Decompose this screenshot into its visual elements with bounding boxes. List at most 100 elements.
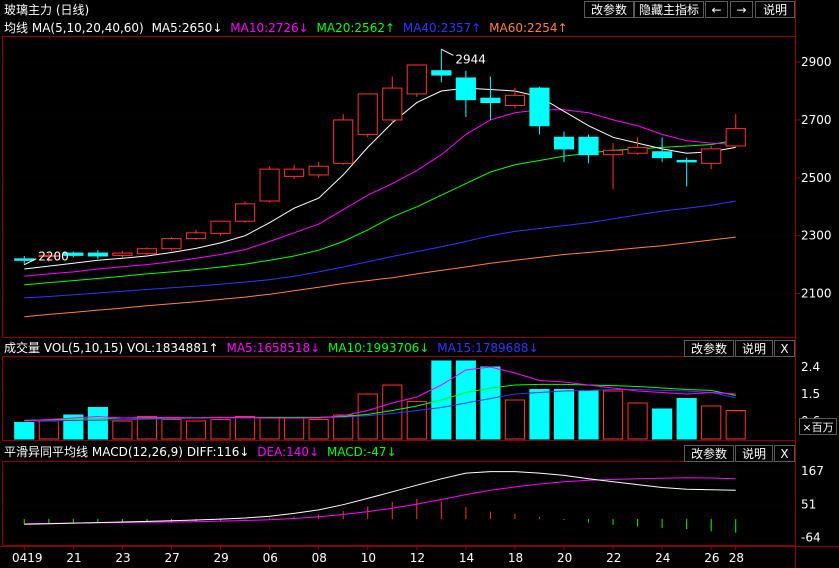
candle-body <box>87 252 108 257</box>
candle-body <box>308 165 329 176</box>
diff-line <box>24 471 736 525</box>
page-title: 玻璃主力 (日线) <box>4 3 90 17</box>
candle-body <box>578 136 599 156</box>
vol-ma15-value: MA15:1789688↓ <box>437 341 539 355</box>
help-button[interactable]: 说明 <box>755 1 795 18</box>
candle-body <box>161 238 182 250</box>
hide-indicator-button[interactable]: 隐藏主指标 <box>634 1 704 18</box>
volume-bar <box>529 389 550 440</box>
candle-body <box>480 97 501 104</box>
x-tick-label: 14 <box>459 551 474 565</box>
volume-y-tick-label: 1.5 <box>801 387 820 401</box>
x-tick-label: 12 <box>410 551 425 565</box>
ma-legend: 均线 MA(5,10,20,40,60) MA5:2650↓ MA10:2726… <box>4 20 568 36</box>
left-arrow-button[interactable]: ← <box>705 1 728 18</box>
macd-edit-params-button[interactable]: 改参数 <box>684 445 734 462</box>
volume-bar <box>652 408 673 440</box>
candle-body <box>333 119 354 164</box>
x-tick-label: 10 <box>361 551 376 565</box>
ma20-line <box>24 139 736 286</box>
volume-close-button[interactable]: X <box>774 340 795 357</box>
macd-y-tick-label: -64 <box>801 531 821 545</box>
candle-body <box>553 136 575 150</box>
volume-bar <box>333 414 354 440</box>
right-arrow-button[interactable]: → <box>730 1 753 18</box>
candle-body <box>701 148 722 164</box>
candle-body <box>627 146 648 154</box>
x-tick-label: 08 <box>312 551 327 565</box>
low-annotation-pointer <box>24 258 37 266</box>
candle-body <box>185 232 207 240</box>
macd-close-button[interactable]: X <box>774 445 795 462</box>
dea-value: DEA:140↓ <box>257 445 320 459</box>
candle-body <box>504 94 526 106</box>
volume-bar <box>87 407 108 440</box>
volume-bar <box>259 417 280 440</box>
dea-line <box>24 477 736 525</box>
high-annotation: 2944 <box>455 52 486 66</box>
volume-bar <box>455 360 476 440</box>
volume-bar <box>63 414 84 440</box>
ma-params: MA(5,10,20,40,60) <box>31 21 144 35</box>
panel-frame <box>2 36 796 338</box>
x-tick-label: 26 <box>704 551 719 565</box>
ma10-value: MA10:2726↓ <box>230 21 309 35</box>
volume-bar <box>701 405 722 440</box>
edit-params-button[interactable]: 改参数 <box>584 1 634 18</box>
y-tick-label: 2500 <box>801 171 832 185</box>
macd-y-tick-label: 51 <box>801 497 816 511</box>
volume-bar <box>185 420 207 440</box>
vol-ma5-value: MA5:1658518↓ <box>226 341 321 355</box>
diff-value: DIFF:116↓ <box>186 445 250 459</box>
volume-bar <box>112 420 133 440</box>
volume-bar <box>602 390 624 440</box>
macd-value: MACD:-47↓ <box>326 445 397 459</box>
candle-body <box>431 70 452 76</box>
volume-bar <box>308 419 329 440</box>
macd-help-button[interactable]: 说明 <box>735 445 773 462</box>
volume-bar <box>627 402 648 440</box>
volume-bar <box>14 422 35 440</box>
candle-body <box>725 128 746 147</box>
volume-params: VOL(5,10,15) <box>43 341 124 355</box>
candle-body <box>652 151 673 159</box>
candle-body <box>234 203 256 222</box>
candle-body <box>38 254 59 258</box>
ma10-line <box>24 109 736 277</box>
ma40-line <box>24 200 736 299</box>
vol-value: VOL:1834881↑ <box>126 341 219 355</box>
macd-label: 平滑异同平均线 <box>4 445 89 459</box>
volume-y-tick-label: 2.4 <box>801 360 820 374</box>
candle-body <box>602 149 624 156</box>
volume-legend: 成交量 VOL(5,10,15) VOL:1834881↑ MA5:165851… <box>4 340 539 356</box>
volume-bar <box>676 398 697 440</box>
ma5-line <box>24 87 736 270</box>
macd-params: MACD(12,26,9) <box>91 445 183 459</box>
vol-ma5-line <box>24 366 736 422</box>
x-tick-label: 28 <box>729 551 744 565</box>
ma60-line <box>24 236 736 318</box>
x-tick-label: 18 <box>508 551 523 565</box>
ma40-value: MA40:2357↑ <box>402 21 482 35</box>
vol-ma15-line <box>24 389 736 422</box>
macd-y-tick-label: 167 <box>801 464 824 478</box>
candle-body <box>284 168 305 177</box>
candle-body <box>455 77 476 101</box>
x-tick-label: 0419 <box>12 551 43 565</box>
candle-body <box>14 258 35 261</box>
volume-bar <box>284 417 305 440</box>
candle-body <box>382 87 403 121</box>
candle-body <box>136 248 158 255</box>
candle-body <box>529 87 550 127</box>
volume-edit-params-button[interactable]: 改参数 <box>684 340 734 357</box>
x-tick-label: 29 <box>214 551 229 565</box>
candle-body <box>676 159 697 163</box>
volume-help-button[interactable]: 说明 <box>735 340 773 357</box>
low-annotation: 2200 <box>38 250 69 264</box>
x-tick-label: 23 <box>115 551 130 565</box>
ma5-value: MA5:2650↓ <box>151 21 223 35</box>
x-tick-label: 27 <box>164 551 179 565</box>
macd-legend: 平滑异同平均线 MACD(12,26,9) DIFF:116↓ DEA:140↓… <box>4 444 397 460</box>
ma60-value: MA60:2254↑ <box>489 21 568 35</box>
